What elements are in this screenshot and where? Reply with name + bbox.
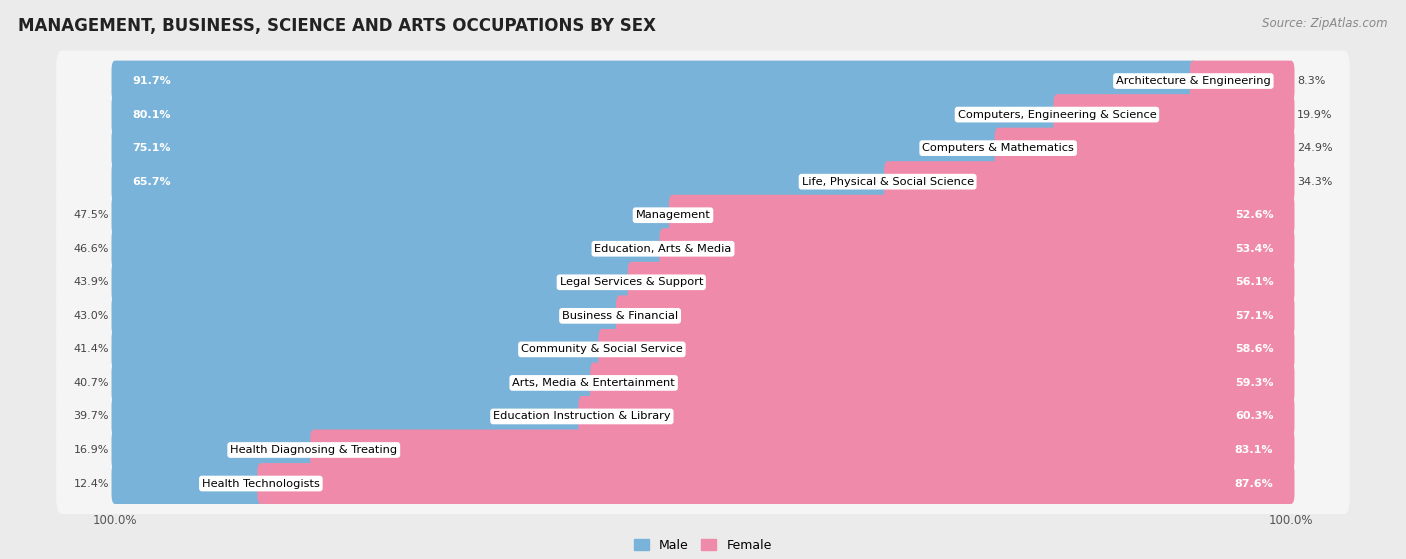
- Text: 59.3%: 59.3%: [1234, 378, 1274, 388]
- Text: 52.6%: 52.6%: [1234, 210, 1274, 220]
- Legend: Male, Female: Male, Female: [630, 534, 776, 557]
- Text: 75.1%: 75.1%: [132, 143, 172, 153]
- Text: 43.0%: 43.0%: [73, 311, 110, 321]
- Text: 16.9%: 16.9%: [73, 445, 110, 455]
- Text: 56.1%: 56.1%: [1234, 277, 1274, 287]
- Text: 39.7%: 39.7%: [73, 411, 110, 421]
- FancyBboxPatch shape: [1053, 94, 1295, 135]
- Text: 58.6%: 58.6%: [1234, 344, 1274, 354]
- Text: 40.7%: 40.7%: [73, 378, 110, 388]
- FancyBboxPatch shape: [56, 117, 1350, 179]
- Text: Life, Physical & Social Science: Life, Physical & Social Science: [801, 177, 974, 187]
- Text: 80.1%: 80.1%: [132, 110, 172, 120]
- FancyBboxPatch shape: [111, 329, 606, 370]
- FancyBboxPatch shape: [884, 161, 1295, 202]
- Text: 12.4%: 12.4%: [73, 479, 110, 489]
- FancyBboxPatch shape: [591, 362, 1295, 404]
- Text: 8.3%: 8.3%: [1296, 76, 1326, 86]
- FancyBboxPatch shape: [56, 453, 1350, 514]
- Text: MANAGEMENT, BUSINESS, SCIENCE AND ARTS OCCUPATIONS BY SEX: MANAGEMENT, BUSINESS, SCIENCE AND ARTS O…: [18, 17, 657, 35]
- Text: 91.7%: 91.7%: [132, 76, 172, 86]
- FancyBboxPatch shape: [56, 419, 1350, 481]
- FancyBboxPatch shape: [669, 195, 1295, 236]
- FancyBboxPatch shape: [599, 329, 1295, 370]
- Text: Business & Financial: Business & Financial: [562, 311, 678, 321]
- FancyBboxPatch shape: [56, 50, 1350, 112]
- FancyBboxPatch shape: [111, 195, 678, 236]
- Text: 41.4%: 41.4%: [73, 344, 110, 354]
- Text: 53.4%: 53.4%: [1234, 244, 1274, 254]
- Text: 83.1%: 83.1%: [1234, 445, 1274, 455]
- Text: Architecture & Engineering: Architecture & Engineering: [1116, 76, 1271, 86]
- FancyBboxPatch shape: [111, 127, 1001, 169]
- Text: 57.1%: 57.1%: [1234, 311, 1274, 321]
- FancyBboxPatch shape: [56, 184, 1350, 246]
- FancyBboxPatch shape: [111, 228, 666, 269]
- FancyBboxPatch shape: [616, 295, 1295, 337]
- FancyBboxPatch shape: [311, 429, 1295, 471]
- Text: Health Technologists: Health Technologists: [202, 479, 319, 489]
- Text: 24.9%: 24.9%: [1296, 143, 1333, 153]
- FancyBboxPatch shape: [56, 352, 1350, 414]
- FancyBboxPatch shape: [111, 295, 624, 337]
- Text: 19.9%: 19.9%: [1296, 110, 1333, 120]
- FancyBboxPatch shape: [111, 262, 634, 303]
- FancyBboxPatch shape: [56, 285, 1350, 347]
- Text: 87.6%: 87.6%: [1234, 479, 1274, 489]
- FancyBboxPatch shape: [56, 218, 1350, 280]
- FancyBboxPatch shape: [627, 262, 1295, 303]
- FancyBboxPatch shape: [111, 161, 891, 202]
- FancyBboxPatch shape: [111, 396, 585, 437]
- Text: Community & Social Service: Community & Social Service: [522, 344, 683, 354]
- Text: Arts, Media & Entertainment: Arts, Media & Entertainment: [512, 378, 675, 388]
- Text: Computers, Engineering & Science: Computers, Engineering & Science: [957, 110, 1156, 120]
- FancyBboxPatch shape: [111, 429, 318, 471]
- Text: Health Diagnosing & Treating: Health Diagnosing & Treating: [231, 445, 398, 455]
- FancyBboxPatch shape: [56, 319, 1350, 380]
- Text: Computers & Mathematics: Computers & Mathematics: [922, 143, 1074, 153]
- Text: Legal Services & Support: Legal Services & Support: [560, 277, 703, 287]
- FancyBboxPatch shape: [56, 386, 1350, 447]
- FancyBboxPatch shape: [111, 60, 1197, 102]
- FancyBboxPatch shape: [1189, 60, 1295, 102]
- FancyBboxPatch shape: [56, 252, 1350, 313]
- Text: 46.6%: 46.6%: [73, 244, 110, 254]
- FancyBboxPatch shape: [56, 84, 1350, 145]
- Text: Education, Arts & Media: Education, Arts & Media: [595, 244, 731, 254]
- Text: Management: Management: [636, 210, 710, 220]
- FancyBboxPatch shape: [578, 396, 1295, 437]
- Text: 34.3%: 34.3%: [1296, 177, 1333, 187]
- FancyBboxPatch shape: [257, 463, 1295, 504]
- FancyBboxPatch shape: [994, 127, 1295, 169]
- Text: 47.5%: 47.5%: [73, 210, 110, 220]
- Text: 60.3%: 60.3%: [1234, 411, 1274, 421]
- FancyBboxPatch shape: [659, 228, 1295, 269]
- FancyBboxPatch shape: [111, 463, 264, 504]
- Text: Source: ZipAtlas.com: Source: ZipAtlas.com: [1263, 17, 1388, 30]
- Text: 43.9%: 43.9%: [73, 277, 110, 287]
- Text: Education Instruction & Library: Education Instruction & Library: [494, 411, 671, 421]
- Text: 65.7%: 65.7%: [132, 177, 172, 187]
- FancyBboxPatch shape: [111, 94, 1060, 135]
- FancyBboxPatch shape: [56, 151, 1350, 212]
- FancyBboxPatch shape: [111, 362, 598, 404]
